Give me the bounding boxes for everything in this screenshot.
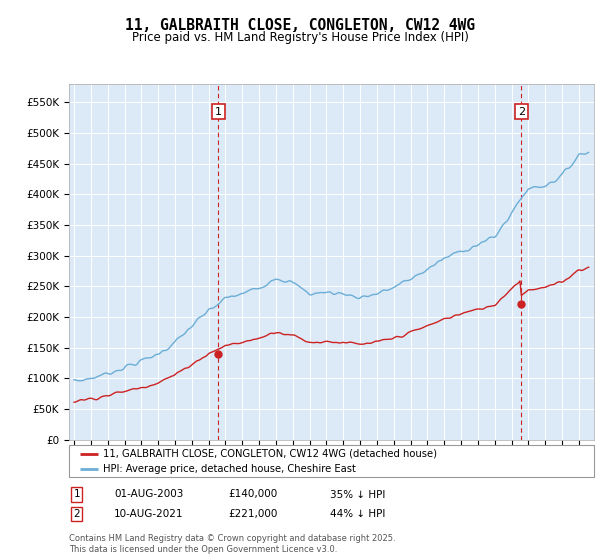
Text: 1: 1 [73,489,80,500]
Text: 10-AUG-2021: 10-AUG-2021 [114,509,184,519]
Text: HPI: Average price, detached house, Cheshire East: HPI: Average price, detached house, Ches… [103,464,356,474]
Text: 44% ↓ HPI: 44% ↓ HPI [330,509,385,519]
Text: 01-AUG-2003: 01-AUG-2003 [114,489,184,500]
Text: 1: 1 [215,106,222,116]
Text: 11, GALBRAITH CLOSE, CONGLETON, CW12 4WG (detached house): 11, GALBRAITH CLOSE, CONGLETON, CW12 4WG… [103,449,437,459]
Text: 11, GALBRAITH CLOSE, CONGLETON, CW12 4WG: 11, GALBRAITH CLOSE, CONGLETON, CW12 4WG [125,18,475,34]
Text: Price paid vs. HM Land Registry's House Price Index (HPI): Price paid vs. HM Land Registry's House … [131,31,469,44]
Text: 35% ↓ HPI: 35% ↓ HPI [330,489,385,500]
Text: Contains HM Land Registry data © Crown copyright and database right 2025.
This d: Contains HM Land Registry data © Crown c… [69,534,395,554]
Text: £221,000: £221,000 [228,509,277,519]
Text: £140,000: £140,000 [228,489,277,500]
Text: 2: 2 [73,509,80,519]
Text: 2: 2 [518,106,525,116]
